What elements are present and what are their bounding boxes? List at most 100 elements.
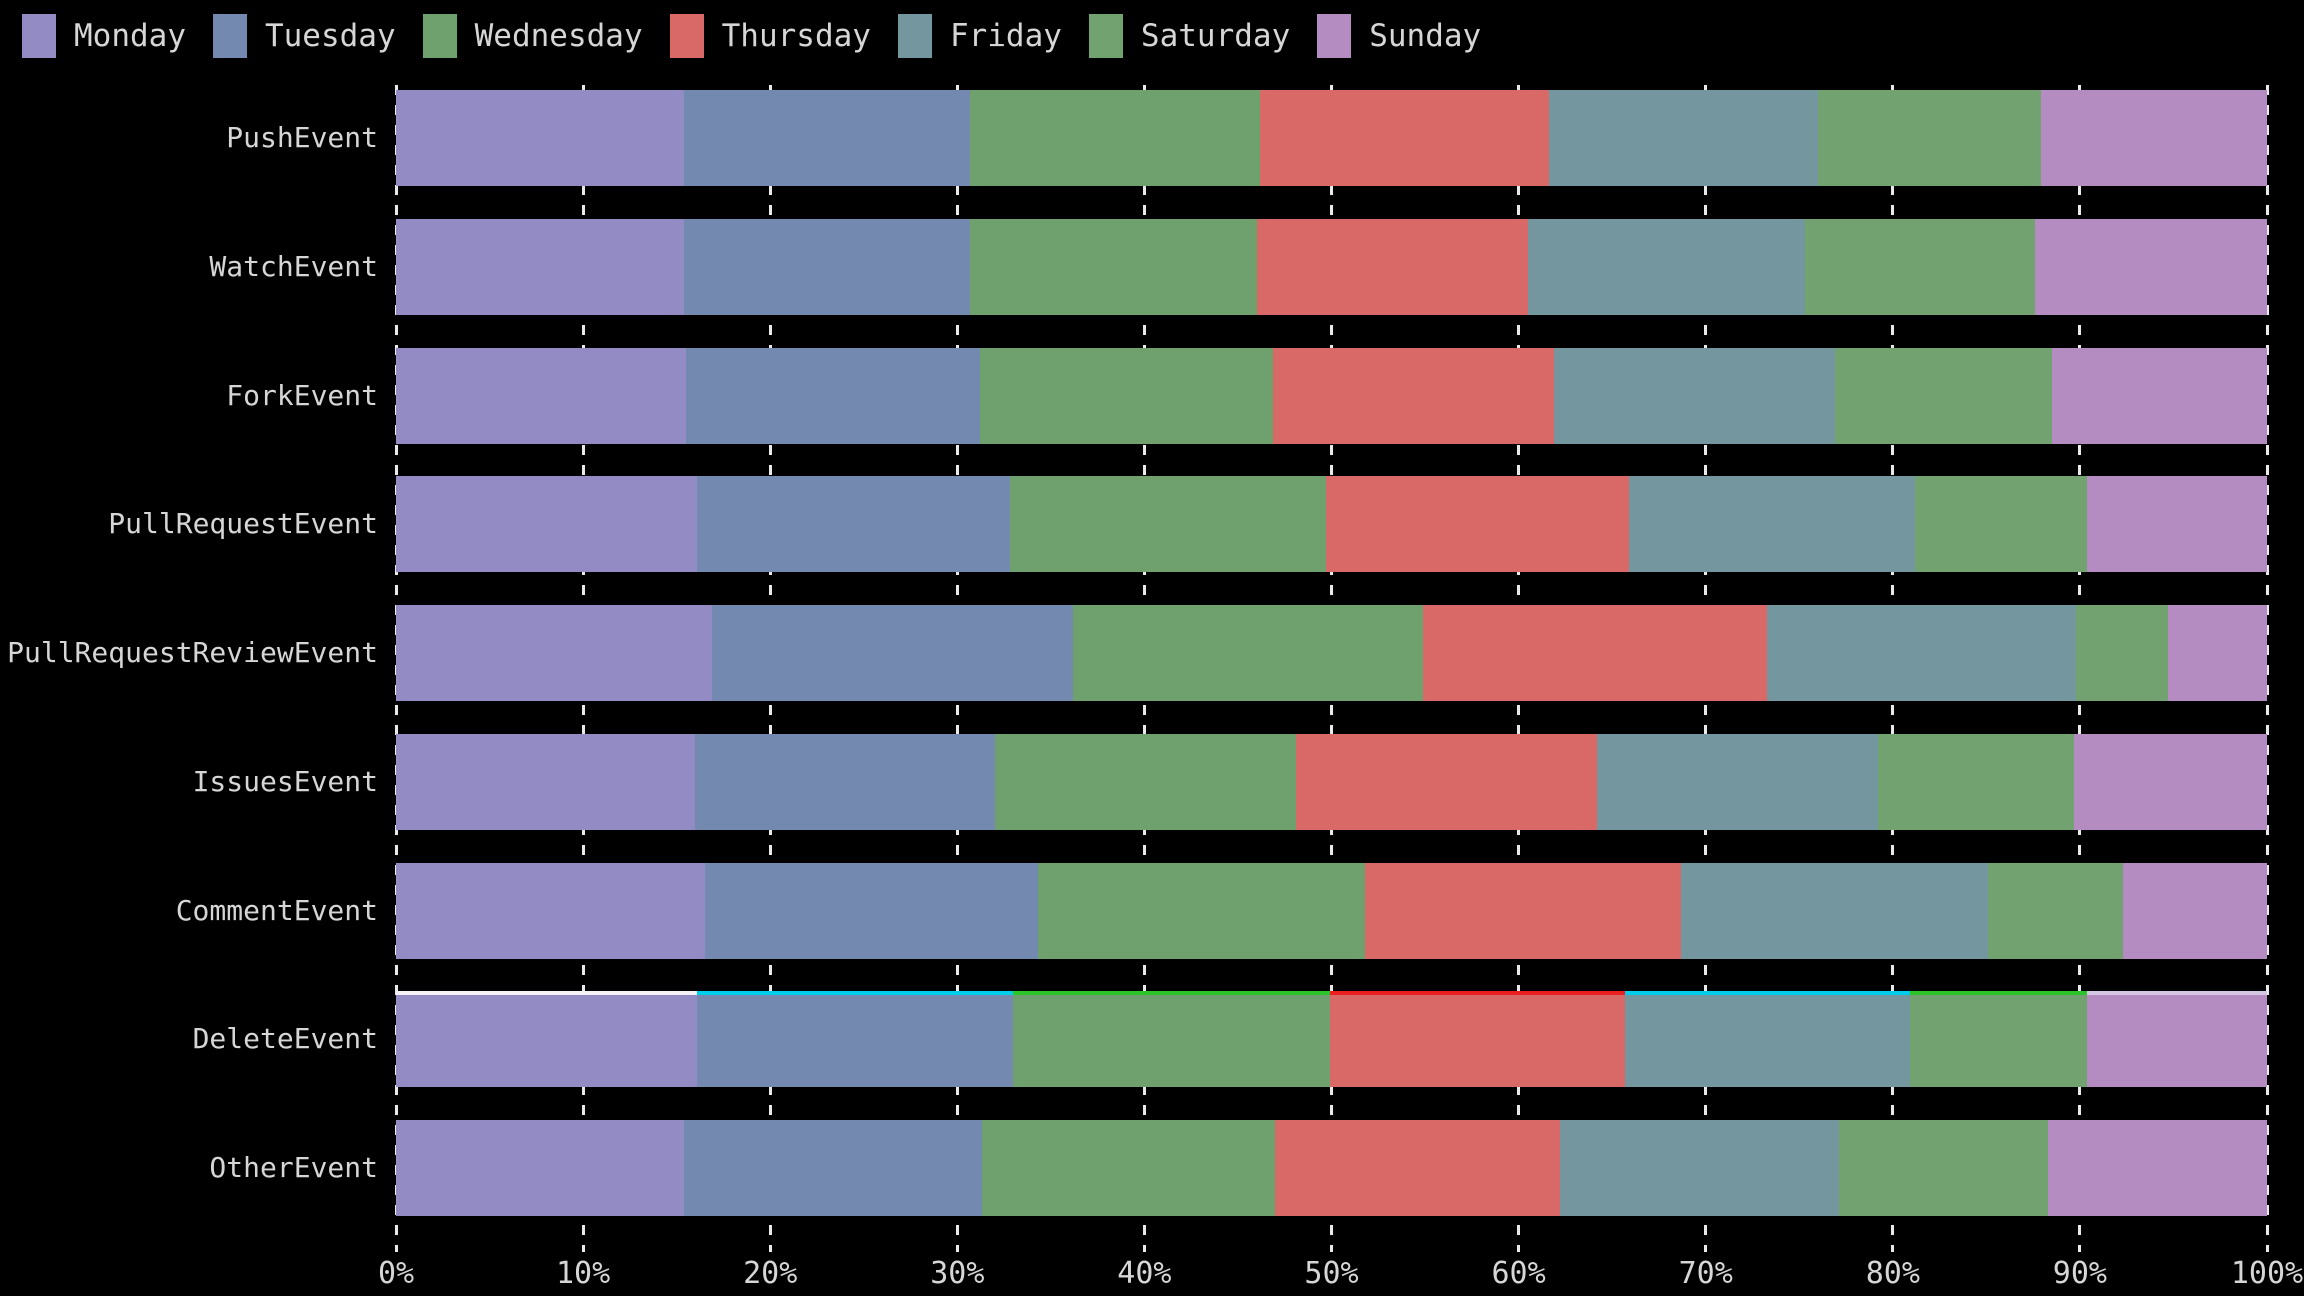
legend-swatch-wednesday bbox=[422, 14, 457, 58]
legend-swatch-tuesday bbox=[212, 14, 247, 58]
x-tick-label-40%: 40% bbox=[1117, 1256, 1172, 1291]
bar-row-otherevent bbox=[396, 1120, 2267, 1216]
row-label-deleteevent: DeleteEvent bbox=[192, 1022, 378, 1056]
x-tick-label-70%: 70% bbox=[1678, 1256, 1733, 1291]
legend-swatch-monday bbox=[22, 14, 56, 58]
legend-label: Wednesday bbox=[474, 18, 643, 54]
bar-segment-sunday bbox=[2122, 862, 2267, 959]
bar-segment-monday bbox=[396, 862, 705, 959]
row-label-otherevent: OtherEvent bbox=[209, 1151, 378, 1184]
bar-segment-tuesday bbox=[697, 476, 1010, 573]
bar-segment-friday bbox=[1548, 90, 1818, 186]
bar-segment-thursday bbox=[1329, 991, 1626, 1088]
legend-label: Saturday bbox=[1140, 18, 1291, 54]
bar-segment-tuesday bbox=[686, 347, 980, 444]
bar-segment-sunday bbox=[2040, 90, 2267, 186]
x-tick-label-90%: 90% bbox=[2052, 1256, 2107, 1291]
bar-segment-thursday bbox=[1275, 1120, 1560, 1216]
bar-segment-friday bbox=[1559, 1120, 1839, 1216]
bar-row-watchevent bbox=[396, 218, 2267, 315]
row-label-commentevent: CommentEvent bbox=[175, 893, 378, 927]
x-tick-label-0%: 0% bbox=[377, 1256, 415, 1291]
x-tick-label-100%: 100% bbox=[2230, 1256, 2304, 1291]
bar-row-deleteevent bbox=[396, 991, 2267, 1088]
row-label-forkevent: ForkEvent bbox=[226, 378, 378, 412]
bar-segment-wednesday bbox=[981, 1120, 1276, 1216]
legend-item-wednesday: Wednesday bbox=[422, 14, 643, 58]
legend-item-friday: Friday bbox=[897, 14, 1062, 58]
bar-segment-thursday bbox=[1423, 605, 1768, 701]
x-tick-label-50%: 50% bbox=[1304, 1256, 1359, 1291]
bar-segment-thursday bbox=[1325, 476, 1629, 573]
bar-segment-wednesday bbox=[970, 90, 1261, 186]
x-tick-label-80%: 80% bbox=[1865, 1256, 1920, 1291]
bar-segment-monday bbox=[396, 733, 696, 830]
bar-segment-sunday bbox=[2048, 1120, 2267, 1216]
bar-segment-saturday bbox=[1804, 218, 2035, 315]
bar-segment-monday bbox=[396, 347, 686, 444]
bar-segment-friday bbox=[1554, 347, 1835, 444]
legend-item-thursday: Thursday bbox=[669, 14, 871, 58]
bar-segment-sunday bbox=[2074, 733, 2267, 830]
bar-row-pullrequestreviewevent bbox=[396, 605, 2267, 701]
bar-segment-wednesday bbox=[979, 347, 1274, 444]
x-tick-label-20%: 20% bbox=[743, 1256, 798, 1291]
legend-label: Tuesday bbox=[264, 18, 396, 54]
bar-row-forkevent bbox=[396, 347, 2267, 444]
bar-segment-monday bbox=[396, 605, 713, 701]
bar-segment-saturday bbox=[1988, 862, 2123, 959]
bar-segment-sunday bbox=[2167, 605, 2267, 701]
grid-line-100% bbox=[2265, 85, 2269, 1252]
bar-segment-monday bbox=[396, 218, 685, 315]
bar-segment-wednesday bbox=[994, 733, 1296, 830]
bar-segment-sunday bbox=[2051, 347, 2267, 444]
bar-segment-sunday bbox=[2087, 991, 2267, 1088]
bar-segment-tuesday bbox=[684, 1120, 982, 1216]
bar-segment-saturday bbox=[1838, 1120, 2049, 1216]
bar-segment-wednesday bbox=[970, 218, 1257, 315]
bar-segment-thursday bbox=[1295, 733, 1598, 830]
bar-segment-tuesday bbox=[684, 218, 971, 315]
x-tick-label-10%: 10% bbox=[556, 1256, 611, 1291]
y-axis-labels: PushEvent WatchEvent ForkEvent PullRequestE… bbox=[0, 85, 378, 1252]
bar-segment-tuesday bbox=[695, 733, 995, 830]
legend-swatch-friday bbox=[897, 14, 932, 58]
bar-segment-wednesday bbox=[1037, 862, 1366, 959]
bar-segment-saturday bbox=[1915, 476, 2088, 573]
bar-segment-thursday bbox=[1260, 90, 1549, 186]
bar-segment-saturday bbox=[1834, 347, 2052, 444]
bar-segment-friday bbox=[1527, 218, 1805, 315]
legend-label: Monday bbox=[74, 18, 186, 54]
bar-row-pullrequestevent bbox=[396, 476, 2267, 573]
bar-segment-friday bbox=[1681, 862, 1989, 959]
legend-item-sunday: Sunday bbox=[1317, 14, 1481, 58]
bar-segment-tuesday bbox=[684, 90, 971, 186]
bar-segment-monday bbox=[396, 476, 698, 573]
legend-item-tuesday: Tuesday bbox=[212, 14, 396, 58]
legend-label: Friday bbox=[949, 18, 1062, 54]
bar-segment-monday bbox=[396, 1120, 685, 1216]
bar-row-pushevent bbox=[396, 90, 2267, 186]
bar-segment-tuesday bbox=[704, 862, 1038, 959]
row-label-pullrequestreviewevent: PullRequestReviewEvent bbox=[7, 636, 378, 669]
bar-segment-wednesday bbox=[1009, 476, 1326, 573]
bar-segment-thursday bbox=[1273, 347, 1555, 444]
bar-segment-thursday bbox=[1256, 218, 1528, 315]
bar-row-issuesevent bbox=[396, 733, 2267, 830]
legend-swatch-thursday bbox=[669, 14, 704, 58]
bar-segment-monday bbox=[396, 991, 698, 1088]
bar-segment-saturday bbox=[1909, 991, 2088, 1088]
bar-segment-sunday bbox=[2087, 476, 2267, 573]
legend: Monday Tuesday Wednesday Thursday Friday Satu… bbox=[22, 8, 1481, 64]
row-label-watchevent: WatchEvent bbox=[209, 249, 378, 283]
bar-segment-monday bbox=[396, 90, 685, 186]
legend-swatch-saturday bbox=[1088, 14, 1123, 58]
bar-segment-wednesday bbox=[1073, 605, 1424, 701]
legend-item-monday: Monday bbox=[22, 14, 186, 58]
bar-segment-thursday bbox=[1365, 862, 1682, 959]
bar-segment-saturday bbox=[2076, 605, 2168, 701]
legend-label: Thursday bbox=[721, 18, 871, 54]
row-label-pushevent: PushEvent bbox=[226, 121, 378, 154]
x-tick-label-30%: 30% bbox=[930, 1256, 985, 1291]
